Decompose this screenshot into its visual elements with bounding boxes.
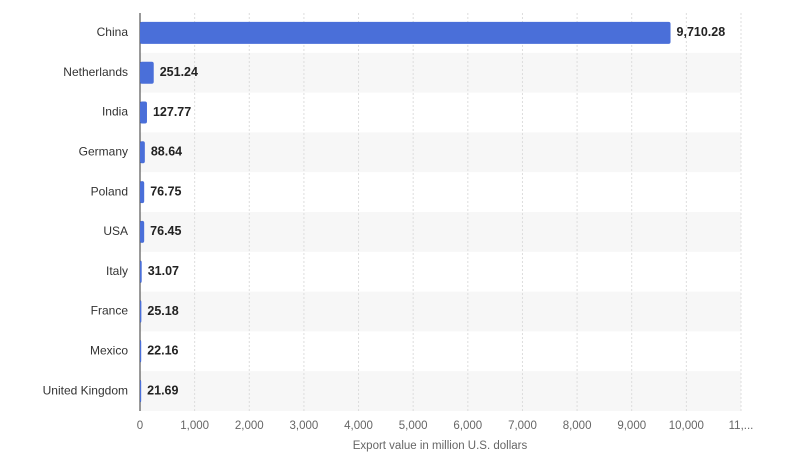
x-axis-label: Export value in million U.S. dollars bbox=[353, 440, 528, 452]
row-band bbox=[140, 291, 741, 332]
y-tick-label: France bbox=[91, 304, 129, 318]
x-tick-label: 11,... bbox=[729, 420, 754, 432]
bar bbox=[140, 141, 145, 164]
y-tick-label: China bbox=[97, 25, 129, 39]
value-label: 31.07 bbox=[148, 264, 179, 278]
x-tick-label: 0 bbox=[137, 420, 143, 432]
value-label: 76.45 bbox=[150, 224, 181, 238]
value-label: 25.18 bbox=[147, 304, 178, 318]
y-tick-label: Germany bbox=[79, 144, 128, 158]
row-band bbox=[140, 212, 741, 252]
value-label: 127.77 bbox=[153, 105, 191, 119]
x-tick-label: 8,000 bbox=[563, 420, 592, 432]
y-tick-label: Poland bbox=[91, 184, 128, 198]
y-tick-label: USA bbox=[103, 224, 128, 238]
x-tick-label: 3,000 bbox=[290, 420, 319, 432]
bar bbox=[140, 340, 142, 363]
bar bbox=[140, 300, 142, 323]
x-tick-label: 5,000 bbox=[399, 420, 428, 432]
row-band bbox=[140, 132, 741, 173]
bar bbox=[140, 61, 154, 84]
x-tick-label: 10,000 bbox=[669, 420, 704, 432]
bar bbox=[140, 101, 147, 124]
y-tick-label: Netherlands bbox=[63, 65, 128, 79]
x-tick-label: 2,000 bbox=[235, 420, 264, 432]
x-tick-label: 9,000 bbox=[617, 420, 646, 432]
row-band bbox=[140, 52, 741, 93]
value-label: 9,710.28 bbox=[677, 25, 726, 39]
bar bbox=[140, 220, 145, 243]
value-label: 22.16 bbox=[147, 344, 178, 358]
x-tick-label: 7,000 bbox=[508, 420, 537, 432]
value-label: 76.75 bbox=[150, 184, 181, 198]
y-tick-label: India bbox=[102, 105, 128, 119]
bar bbox=[140, 260, 142, 283]
value-label: 88.64 bbox=[151, 145, 182, 159]
y-tick-label: Italy bbox=[106, 264, 128, 278]
y-tick-label: United Kingdom bbox=[43, 383, 128, 397]
x-tick-label: 1,000 bbox=[180, 420, 209, 432]
y-tick-label: Mexico bbox=[90, 343, 128, 357]
value-label: 21.69 bbox=[147, 383, 178, 397]
x-tick-label: 6,000 bbox=[453, 420, 482, 432]
bar bbox=[140, 181, 145, 204]
bar bbox=[140, 21, 671, 44]
value-label: 251.24 bbox=[160, 65, 198, 79]
x-tick-label: 4,000 bbox=[344, 420, 373, 432]
row-band bbox=[140, 371, 741, 411]
bar bbox=[140, 380, 142, 403]
